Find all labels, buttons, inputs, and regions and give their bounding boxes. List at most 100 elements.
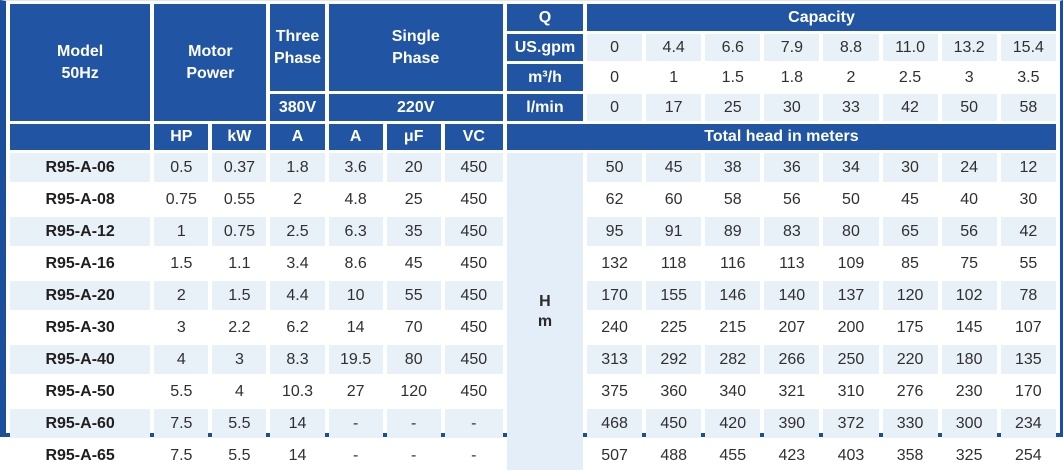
head-value: 220 <box>882 345 938 374</box>
kw-value: 0.37 <box>212 153 267 182</box>
head-value: 107 <box>1014 318 1042 336</box>
three-phase-current-value: 6.2 <box>286 318 309 336</box>
capacitor-uf-value: 120 <box>400 382 428 400</box>
head-value: 30 <box>1019 190 1038 208</box>
head-value: 455 <box>719 446 747 464</box>
capacitor-uf-value: 55 <box>386 281 441 310</box>
hp-value: 7.5 <box>154 409 209 438</box>
single-phase-current-value: 3.6 <box>328 153 383 182</box>
capacitor-uf-value: 45 <box>404 254 423 272</box>
single-phase-current-value: 27 <box>346 382 365 400</box>
model-name: R95-A-20 <box>10 281 151 310</box>
table-row: R95-A-16 1.5 1.1 3.4 8.6 45 450 132 118 116 113 109… <box>10 249 1056 278</box>
single-phase-amp-header: A <box>328 124 383 150</box>
kw-value: 1.1 <box>228 254 251 272</box>
usgpm-unit-label: US.gpm <box>506 34 584 61</box>
table-row: R95-A-20 2 1.5 4.4 10 55 450 170 155 146 140 137 120… <box>10 281 1056 310</box>
three-phase-current-value: 2.5 <box>270 217 325 246</box>
head-value: 488 <box>660 446 688 464</box>
capacity-value-lmin: 17 <box>646 94 702 121</box>
capacity-value-us_gpm: 11.0 <box>882 34 938 61</box>
head-value: 234 <box>1000 409 1056 438</box>
three-phase-current-value: 4.4 <box>270 281 325 310</box>
capacitor-uf-value: 80 <box>386 345 441 374</box>
model-header-line2: 50Hz <box>61 64 99 82</box>
table-row: R95-A-60 7.5 5.5 14- - -468 450 420 390 372 330 300… <box>10 409 1056 438</box>
kw-value: 5.5 <box>228 446 251 464</box>
voltage-220-header: 220V <box>328 94 503 121</box>
single-phase-current-value: 19.5 <box>328 345 383 374</box>
head-value: 225 <box>660 318 688 336</box>
kw-value: 0.75 <box>212 217 267 246</box>
head-value: 145 <box>955 318 983 336</box>
table-row: R95-A-40 4 3 8.3 19.5 80 450 313 292 282 266 250 220… <box>10 345 1056 374</box>
uf-column-header: μF <box>386 124 441 150</box>
capacitor-vc-value: 450 <box>444 153 503 182</box>
head-value: 34 <box>823 153 879 182</box>
capacitor-vc-value: - <box>444 409 503 438</box>
head-value: 325 <box>955 446 983 464</box>
head-value: 56 <box>782 190 801 208</box>
head-value: 170 <box>1014 382 1042 400</box>
head-value: 78 <box>1000 281 1056 310</box>
vc-column-header: VC <box>444 124 503 150</box>
motor-power-line2: Power <box>186 64 235 82</box>
capacitor-vc-value: 450 <box>460 318 488 336</box>
capacity-value-us_gpm: 6.6 <box>705 34 761 61</box>
three-phase-current-value: 14 <box>288 446 307 464</box>
head-value: 375 <box>601 382 628 400</box>
head-value: 42 <box>1000 217 1056 246</box>
capacity-value-m3h: 1 <box>669 68 679 86</box>
motor-power-line1: Motor <box>188 42 233 60</box>
capacitor-vc-value: 450 <box>460 254 488 272</box>
head-value: 109 <box>837 254 865 272</box>
single-phase-current-value: 4.8 <box>344 190 367 208</box>
single-phase-current-value: 14 <box>346 318 365 336</box>
head-value: 146 <box>705 281 761 310</box>
hp-value: 1 <box>154 217 209 246</box>
head-value: 65 <box>882 217 938 246</box>
model-header: Model 50Hz <box>10 4 151 121</box>
capacitor-vc-value: 450 <box>460 382 488 400</box>
head-value: 140 <box>764 281 820 310</box>
table-row: R95-A-08 0.75 0.55 2 4.8 25 450 62 60 58 56 50 45 40 3… <box>10 185 1056 214</box>
three-phase-amp-header: A <box>270 124 325 150</box>
capacity-value-us_gpm: 13.2 <box>941 34 997 61</box>
hp-value: 0.5 <box>154 153 209 182</box>
head-value: 403 <box>837 446 865 464</box>
head-value: 45 <box>901 190 919 208</box>
head-value: 507 <box>601 446 628 464</box>
head-value: 310 <box>837 382 865 400</box>
table-row: R95-A-30 3 2.2 6.2 14 70 450 240 225 215 207 200 175… <box>10 313 1056 342</box>
head-value: 282 <box>705 345 761 374</box>
head-value: 40 <box>960 190 979 208</box>
single-phase-line2: Phase <box>392 49 440 67</box>
three-phase-current-value: 2 <box>293 190 302 208</box>
capacitor-uf-value: 70 <box>404 318 423 336</box>
capacitor-uf-value: - <box>411 446 417 464</box>
head-value: 180 <box>941 345 997 374</box>
capacitor-vc-value: 450 <box>460 190 488 208</box>
three-phase-line2: Phase <box>273 49 322 67</box>
head-value: 207 <box>778 318 806 336</box>
hp-value: 0.75 <box>165 190 197 208</box>
capacity-value-lmin: 42 <box>882 94 938 121</box>
hp-value: 3 <box>176 318 186 336</box>
three-phase-current-value: 14 <box>270 409 325 438</box>
motor-power-header: Motor Power <box>154 4 267 121</box>
head-value: 468 <box>587 409 643 438</box>
head-value: 170 <box>587 281 643 310</box>
head-value: 75 <box>960 254 979 272</box>
head-value: 137 <box>823 281 879 310</box>
capacity-value-m3h: 2 <box>846 68 856 86</box>
head-value: 58 <box>723 190 742 208</box>
header-row-units: HP kW A A μF VC Total head in meters <box>10 124 1056 150</box>
head-value: 292 <box>646 345 702 374</box>
capacity-value-lmin: 50 <box>941 94 997 121</box>
hp-column-header: HP <box>154 124 209 150</box>
head-value: 340 <box>719 382 747 400</box>
capacitor-uf-value: - <box>386 409 441 438</box>
head-value: 358 <box>896 446 924 464</box>
model-header-spacer <box>10 124 151 150</box>
